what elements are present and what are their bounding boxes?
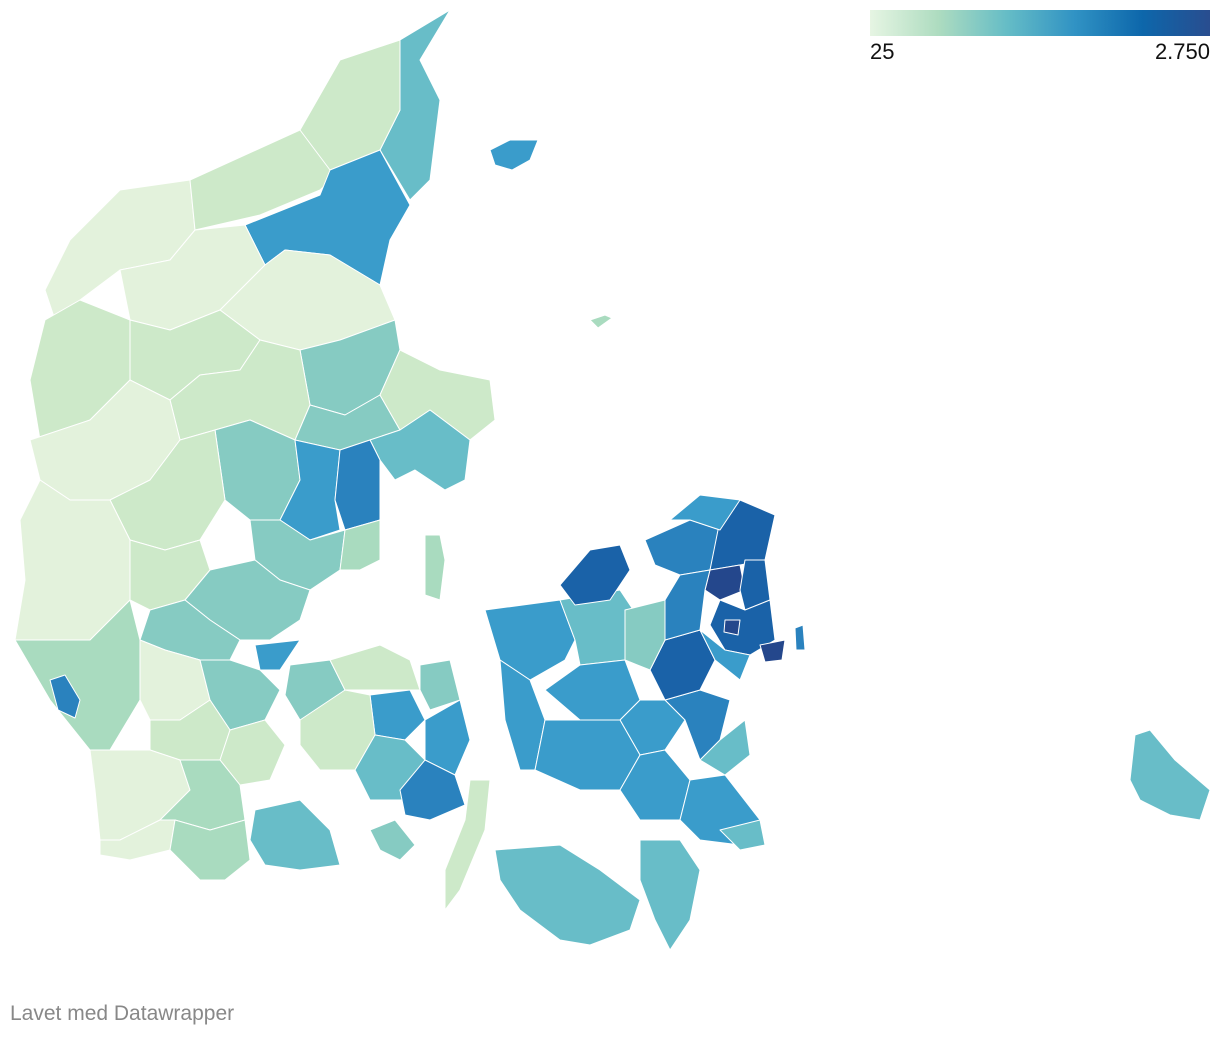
region-copenhagen-north[interactable] — [704, 564, 746, 601]
region-syddjurs[interactable] — [369, 409, 471, 491]
region-bornholm[interactable] — [1129, 729, 1211, 821]
region-aarhus[interactable] — [334, 439, 381, 531]
region-samsoe[interactable] — [424, 534, 446, 601]
region-sonderborg[interactable] — [169, 819, 251, 881]
legend-gradient-bar — [870, 10, 1210, 36]
region-saltholm[interactable] — [794, 624, 806, 651]
region-langeland[interactable] — [444, 779, 491, 911]
color-scale-legend: 25 2.750 — [870, 10, 1210, 69]
region-nyborg[interactable] — [424, 699, 471, 776]
region-ballerup[interactable] — [664, 569, 711, 641]
region-anholt[interactable] — [589, 314, 613, 329]
region-gribskov[interactable] — [669, 494, 741, 531]
region-stevns[interactable] — [699, 719, 751, 776]
region-als[interactable] — [249, 799, 341, 871]
region-frederiksberg[interactable] — [723, 619, 741, 636]
region-hillerod[interactable] — [644, 519, 721, 576]
region-amager[interactable] — [759, 639, 786, 663]
region-nordfyn[interactable] — [329, 644, 421, 691]
region-soro[interactable] — [544, 659, 641, 721]
region-falster[interactable] — [639, 839, 701, 951]
legend-labels: 25 2.750 — [870, 39, 1210, 69]
region-odense[interactable] — [369, 689, 426, 741]
jutland-regions — [14, 9, 496, 881]
zealand-regions — [424, 494, 806, 951]
region-laesoe[interactable] — [489, 139, 539, 171]
datawrapper-credit: Lavet med Datawrapper — [10, 1002, 235, 1025]
region-frederikssund[interactable] — [559, 544, 631, 606]
island-regions — [489, 139, 1211, 821]
region-odder[interactable] — [339, 519, 381, 571]
region-fanoe[interactable] — [49, 674, 81, 719]
region-kerteminde[interactable] — [419, 659, 461, 711]
region-hvidovre[interactable] — [699, 629, 751, 681]
funen-regions — [284, 644, 491, 911]
region-moen[interactable] — [719, 819, 766, 851]
region-odsherred[interactable] — [484, 599, 576, 681]
region-aero[interactable] — [369, 819, 416, 861]
legend-max-label: 2.750 — [1154, 39, 1210, 64]
region-lolland[interactable] — [494, 844, 641, 946]
region-fredericia[interactable] — [254, 639, 301, 671]
region-lejre[interactable] — [624, 599, 666, 671]
region-svendborg[interactable] — [399, 759, 466, 821]
legend-min-label: 25 — [870, 39, 895, 64]
region-slagelse[interactable] — [534, 719, 641, 791]
